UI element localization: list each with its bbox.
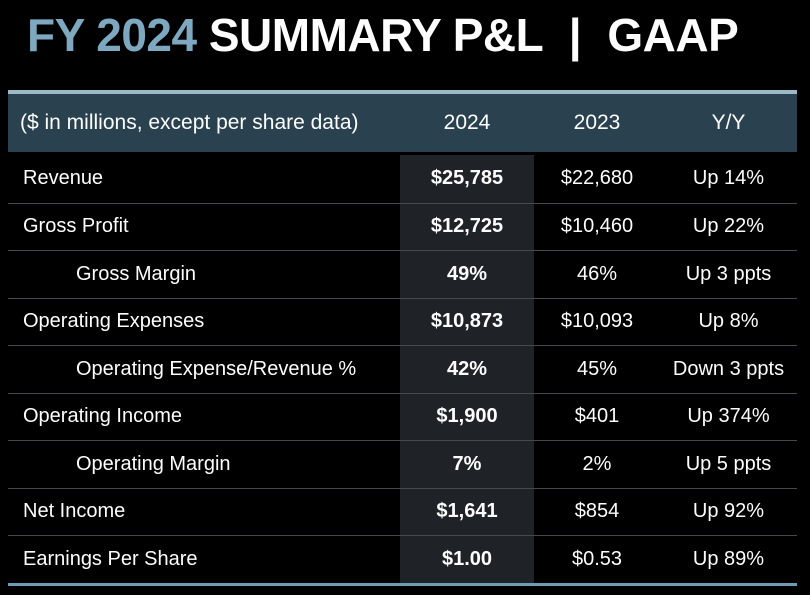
row-value-2024: 42% (446, 357, 488, 380)
row-value-2023: $401 (574, 405, 620, 428)
header-units-label: ($ in millions, except per share data) (20, 111, 359, 134)
row-value-2024: $25,785 (430, 167, 504, 190)
row-value-yy: Up 3 ppts (685, 262, 772, 285)
row-label: Earnings Per Share (23, 547, 198, 570)
row-value-2024: $1.00 (441, 547, 493, 570)
table-header-row: ($ in millions, except per share data) 2… (8, 90, 797, 152)
table-row: Operating Income $1,900 $401 Up 374% (8, 392, 797, 441)
row-value-2023: 46% (576, 262, 618, 285)
row-value-2024: $12,725 (430, 215, 504, 238)
row-value-2023: $854 (574, 500, 620, 523)
header-col-yy: Y/Y (711, 111, 746, 134)
table-row: Gross Profit $12,725 $10,460 Up 22% (8, 202, 797, 251)
page-title: FY 2024 SUMMARY P&L | GAAP (27, 8, 739, 62)
row-label: Gross Margin (76, 262, 197, 285)
row-label: Revenue (23, 167, 104, 190)
row-value-2024: $10,873 (430, 310, 504, 333)
row-value-2024: $1,900 (436, 405, 498, 428)
table-row: Operating Expenses $10,873 $10,093 Up 8% (8, 297, 797, 346)
row-label: Operating Expense/Revenue % (76, 357, 357, 380)
row-value-2023: 2% (582, 452, 612, 475)
table-body: Revenue $25,785 $22,680 Up 14% Gross Pro… (8, 155, 797, 583)
table-row: Operating Margin 7% 2% Up 5 ppts (8, 440, 797, 488)
row-value-2023: $22,680 (560, 167, 634, 190)
row-value-2024: $1,641 (436, 500, 498, 523)
row-value-yy: Up 89% (692, 547, 765, 570)
row-value-yy: Up 92% (692, 500, 765, 523)
row-label: Gross Profit (23, 215, 129, 238)
title-separator: | (568, 9, 582, 61)
header-col-2024: 2024 (443, 111, 491, 134)
table-row: Revenue $25,785 $22,680 Up 14% (8, 155, 797, 203)
row-label: Operating Expenses (23, 310, 205, 333)
row-value-yy: Up 374% (687, 405, 770, 428)
row-label: Net Income (23, 500, 126, 523)
row-label: Operating Income (23, 405, 182, 428)
table-row: Gross Margin 49% 46% Up 3 ppts (8, 250, 797, 298)
row-value-yy: Down 3 ppts (672, 357, 785, 380)
table-row: Operating Expense/Revenue % 42% 45% Down… (8, 345, 797, 393)
title-main: SUMMARY P&L (208, 9, 543, 61)
row-value-yy: Up 8% (698, 310, 759, 333)
title-suffix: GAAP (607, 9, 739, 61)
row-value-2024: 49% (446, 262, 488, 285)
row-value-2023: $10,093 (560, 310, 634, 333)
row-value-2023: 45% (576, 357, 618, 380)
row-value-2023: $0.53 (571, 547, 623, 570)
row-value-yy: Up 22% (692, 215, 765, 238)
row-value-yy: Up 14% (692, 167, 765, 190)
bottom-rule (8, 582, 797, 586)
header-col-2023: 2023 (573, 111, 621, 134)
table-row: Net Income $1,641 $854 Up 92% (8, 487, 797, 536)
table-row: Earnings Per Share $1.00 $0.53 Up 89% (8, 535, 797, 583)
pl-table: ($ in millions, except per share data) 2… (8, 90, 797, 586)
row-value-2024: 7% (452, 452, 482, 475)
title-fiscal-year: FY 2024 (27, 9, 197, 61)
row-label: Operating Margin (76, 452, 231, 475)
row-value-yy: Up 5 ppts (685, 452, 772, 475)
row-value-2023: $10,460 (560, 215, 634, 238)
